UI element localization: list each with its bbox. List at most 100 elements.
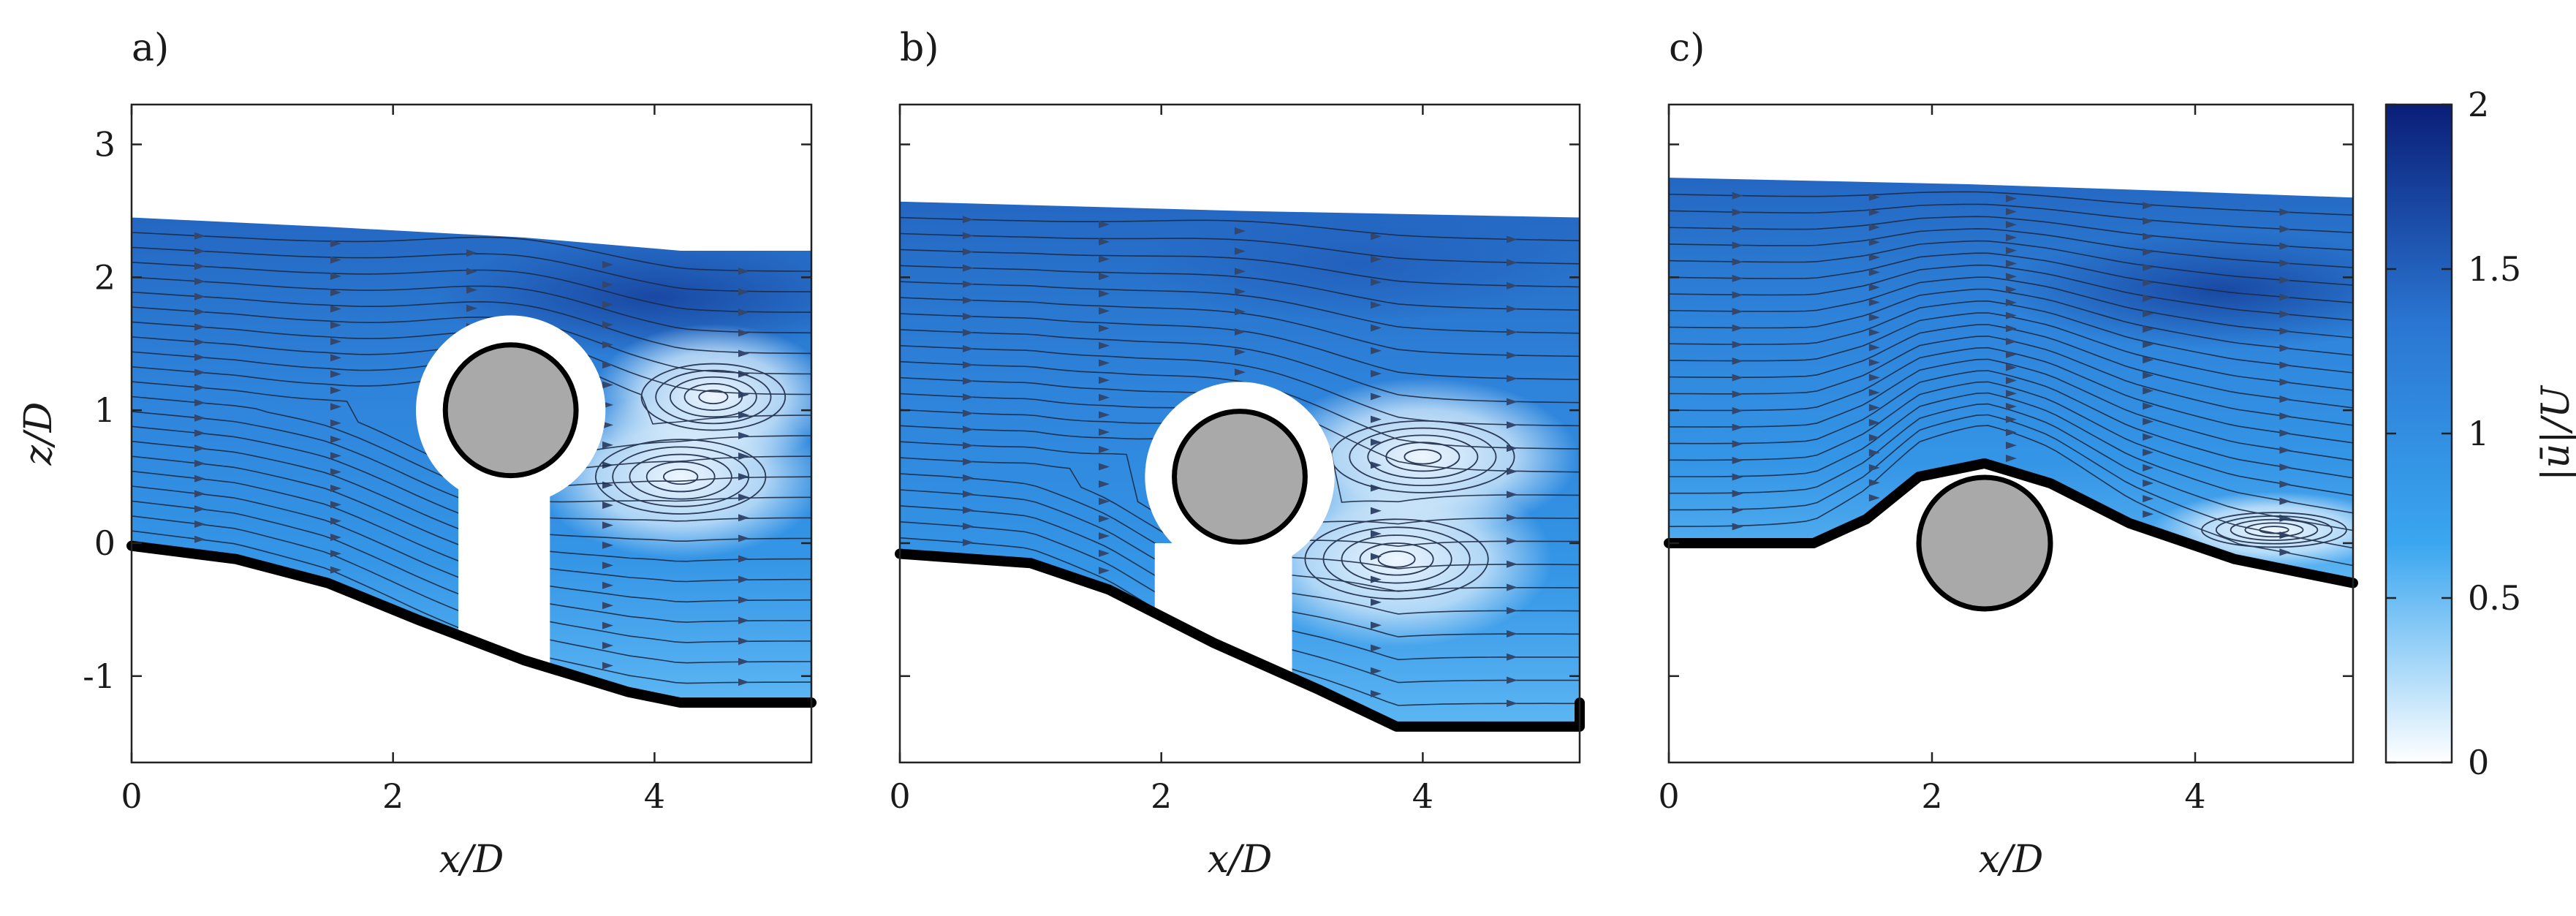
streamline-arrow (1507, 629, 1518, 637)
streamline-arrow (963, 522, 974, 530)
streamline-arrow (330, 468, 341, 476)
streamline-arrow (963, 490, 974, 498)
streamline-arrow (330, 256, 341, 264)
vortex-streamline (663, 469, 699, 485)
streamline-arrow (963, 216, 974, 224)
streamline-arrow (194, 338, 205, 346)
axes-frame (898, 103, 1581, 764)
x-tick-label: 2 (1921, 776, 1942, 816)
streamline-arrow (1507, 491, 1518, 499)
streamline-arrow (738, 555, 749, 563)
streamline-arrow (2279, 276, 2291, 284)
streamline-arrow (1732, 341, 1743, 349)
streamline-arrow (963, 539, 974, 547)
y-tick-label: 3 (94, 125, 115, 164)
high-speed-zone (1140, 205, 1575, 324)
streamline-arrow (1235, 328, 1246, 336)
streamline-arrow (2006, 233, 2017, 241)
streamline-arrow (1868, 434, 1880, 442)
streamline-arrow (738, 309, 749, 317)
streamline-arrow (1235, 308, 1246, 316)
streamline-arrow (602, 381, 613, 389)
streamline-arrow (1732, 308, 1743, 316)
streamline-arrow (1868, 404, 1880, 412)
streamline-arrow (330, 289, 341, 297)
streamline-arrow (2006, 221, 2017, 229)
streamline-arrow (1099, 238, 1110, 246)
streamline-arrow (602, 441, 613, 449)
streamline-arrow (602, 501, 613, 510)
streamline-arrow (2279, 548, 2291, 556)
vortex-streamline (1322, 526, 1471, 592)
streamline-arrow (1507, 259, 1518, 267)
streamline-arrow (2143, 402, 2154, 410)
vortex-streamline (629, 453, 732, 500)
vortex-streamline (1359, 542, 1434, 576)
streamline-arrow (1732, 208, 1743, 216)
streamline-arrow (1868, 449, 1880, 457)
colorbar-tick-label: 0 (2468, 743, 2489, 782)
streamline-arrow (330, 550, 341, 558)
streamline-arrow (963, 232, 974, 240)
vortex-streamline (2201, 512, 2347, 548)
streamline-arrow (1732, 241, 1743, 249)
streamline-arrow (2143, 325, 2154, 333)
streamline-arrow (2006, 390, 2017, 398)
streamline (900, 345, 1580, 427)
x-tick-label: 0 (889, 776, 910, 816)
vortex-streamline (1304, 518, 1489, 600)
streamline-arrow (2143, 263, 2154, 271)
streamline-arrow (2143, 417, 2154, 425)
x-tick-label: 2 (382, 776, 404, 816)
x-tick-label: 0 (121, 776, 142, 816)
streamline-arrow (2006, 325, 2017, 333)
panel-label: b) (900, 26, 939, 70)
streamline-arrow (1732, 406, 1743, 415)
streamline-arrow (1371, 438, 1382, 446)
streamline-arrow (194, 414, 205, 422)
vortex-streamline (683, 382, 743, 412)
streamline (1669, 288, 2353, 356)
streamline-arrow (2143, 433, 2154, 441)
panel-label: a) (132, 26, 169, 70)
streamline-arrow (1507, 700, 1518, 708)
streamline-arrow (1507, 514, 1518, 522)
x-tick-label: 2 (1151, 776, 1172, 816)
streamline-arrow (1235, 287, 1246, 295)
streamline-arrow (738, 473, 749, 481)
streamline-arrow (2279, 242, 2291, 250)
streamline-arrow (330, 338, 341, 346)
streamline (1669, 240, 2353, 286)
streamline-arrow (1371, 530, 1382, 538)
streamline-arrow (602, 361, 613, 369)
streamline (1669, 403, 2353, 531)
y-tick-label: 1 (94, 390, 115, 430)
streamline-arrow (1868, 358, 1880, 366)
streamline-arrow (1371, 644, 1382, 652)
streamline-arrow (602, 541, 613, 549)
streamline-arrow (1732, 258, 1743, 266)
streamline-arrow (963, 506, 974, 514)
streamline-arrow (1371, 301, 1382, 309)
streamline-arrow (330, 305, 341, 313)
streamline-arrow (1507, 352, 1518, 360)
vortex-streamline (612, 446, 750, 507)
streamline-arrow (963, 474, 974, 482)
streamline-arrow (1868, 193, 1880, 201)
panel-c: 0 2 4 x/D c) (1658, 26, 2358, 882)
streamline-arrow (1099, 567, 1110, 575)
streamline-arrow (1868, 493, 1880, 501)
streamline-arrow (1099, 359, 1110, 367)
streamline-arrow (1099, 463, 1110, 471)
cylinder (1916, 474, 2053, 612)
streamline-arrow (1732, 523, 1743, 531)
cylinder (1172, 409, 1308, 545)
streamline-arrow (1507, 607, 1518, 615)
streamline-arrow (1868, 344, 1880, 352)
panel-label: c) (1669, 26, 1705, 70)
streamline (1669, 216, 2353, 251)
laser-shadow (458, 463, 550, 762)
streamline-arrow (963, 409, 974, 417)
streamline-arrow (1371, 393, 1382, 401)
streamline (1669, 300, 2353, 374)
